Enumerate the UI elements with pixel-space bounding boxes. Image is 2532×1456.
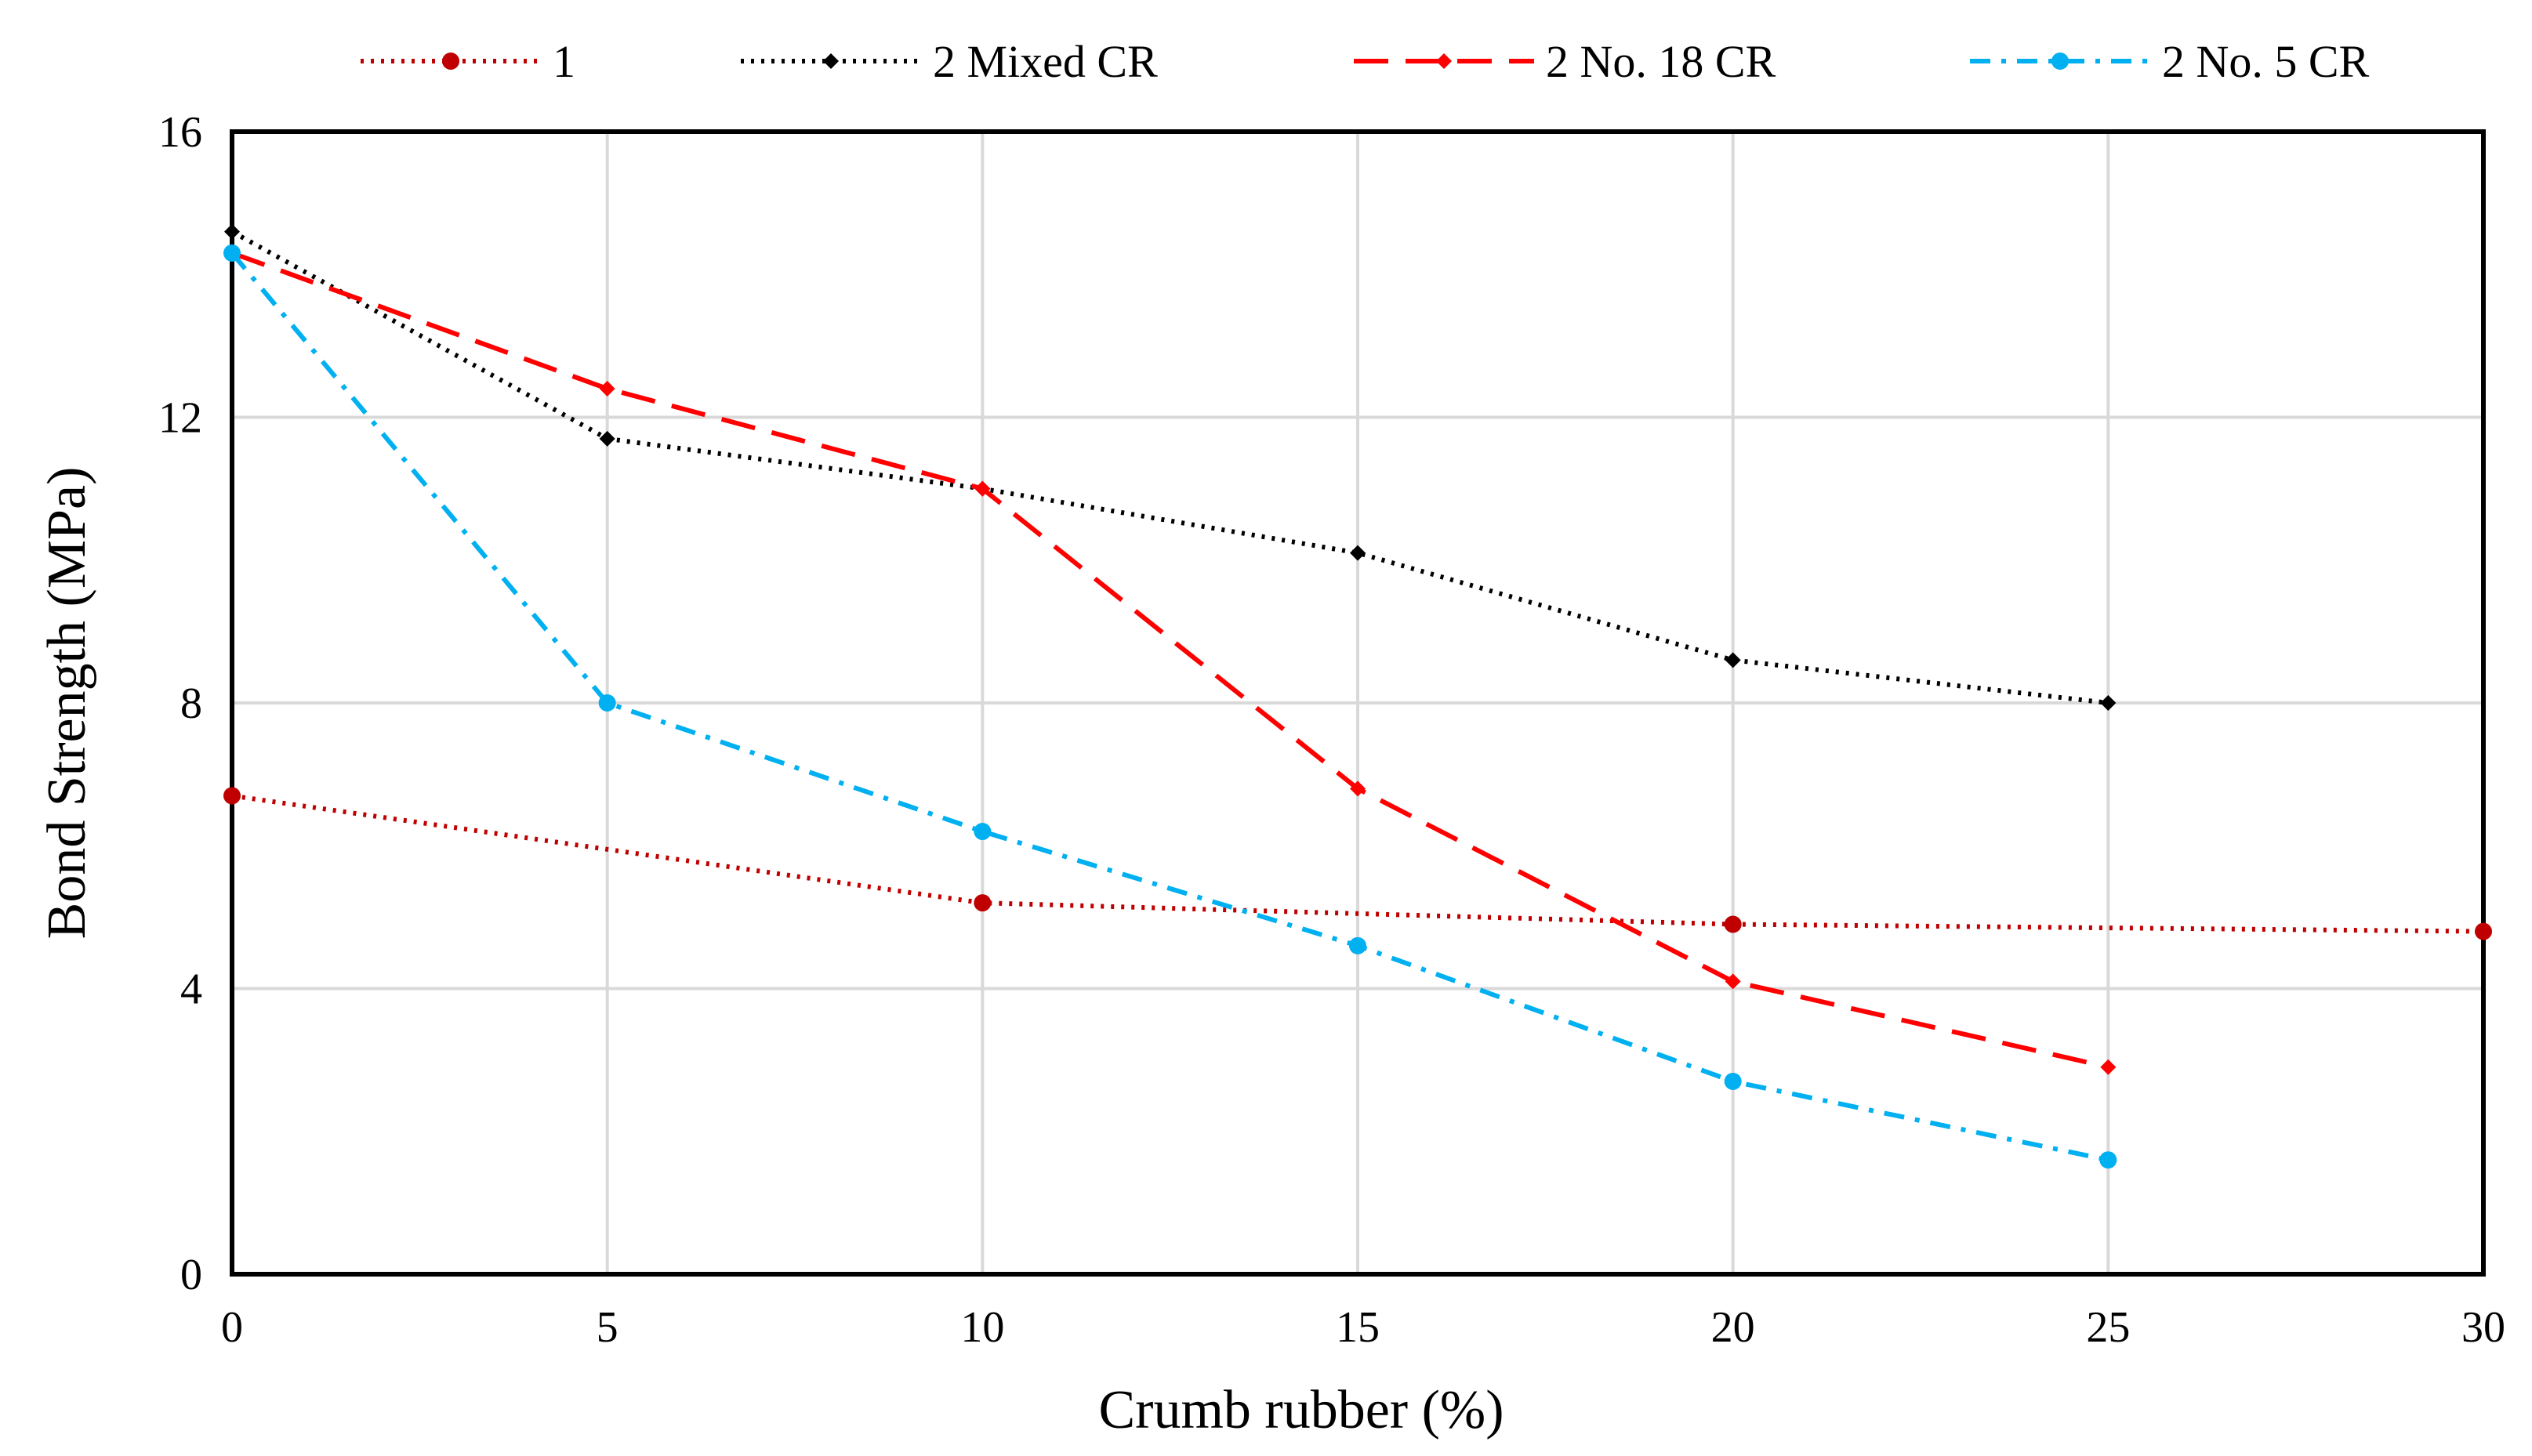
x-tick-label: 30: [2461, 1303, 2505, 1352]
y-tick-label: 8: [180, 679, 202, 728]
legend-entry: 2 No. 5 CR: [1970, 36, 2370, 87]
legend-label: 1: [553, 36, 575, 87]
x-axis-tick-labels: 0 5 10 15 20 25 30: [221, 1303, 2505, 1352]
x-tick-label: 20: [1711, 1303, 1755, 1352]
x-tick-label: 15: [1336, 1303, 1380, 1352]
data-point: [223, 244, 241, 262]
data-point: [974, 823, 992, 841]
data-point: [974, 894, 992, 912]
data-point: [224, 223, 240, 240]
series-layer: [223, 223, 2492, 1169]
y-tick-label: 12: [158, 394, 202, 443]
series-4: [223, 244, 2117, 1169]
y-axis-tick-labels: 0 4 8 12 16: [158, 108, 202, 1299]
series-3: [224, 244, 2117, 1075]
data-point: [223, 787, 241, 805]
data-point: [2100, 1059, 2117, 1075]
data-point: [599, 381, 615, 397]
legend-marker: [1436, 53, 1452, 69]
x-tick-label: 5: [597, 1303, 618, 1352]
series-line: [231, 793, 2484, 934]
data-point: [1725, 652, 1741, 668]
series-line: [230, 251, 2109, 1070]
series-line: [230, 229, 2109, 705]
data-point: [1724, 1072, 1742, 1090]
legend-marker: [442, 53, 459, 70]
legend: 1 2 Mixed CR 2 No. 18 CR 2 No. 5 CR: [361, 36, 2370, 87]
legend-marker: [823, 53, 839, 69]
x-tick-label: 10: [960, 1303, 1004, 1352]
data-point: [2475, 922, 2492, 940]
x-tick-label: 25: [2086, 1303, 2130, 1352]
plot-area-frame: [230, 129, 2486, 1277]
y-axis-title: Bond Strength (MPa): [37, 467, 97, 940]
legend-entry: 1: [361, 36, 575, 87]
data-point: [2100, 695, 2117, 711]
series-2: [224, 223, 2117, 711]
series-1: [223, 787, 2492, 940]
legend-entry: 2 No. 18 CR: [1354, 36, 1776, 87]
y-tick-label: 0: [180, 1251, 202, 1299]
legend-label: 2 Mixed CR: [933, 36, 1158, 87]
legend-marker: [2051, 53, 2069, 70]
data-point: [599, 430, 615, 447]
data-point: [2099, 1151, 2117, 1169]
data-point: [1724, 915, 1742, 933]
y-tick-label: 16: [158, 108, 202, 157]
x-axis-title: Crumb rubber (%): [1098, 1380, 1504, 1440]
data-point: [1725, 973, 1741, 990]
y-tick-label: 4: [180, 965, 202, 1014]
legend-label: 2 No. 5 CR: [2162, 36, 2370, 87]
data-point: [1349, 936, 1366, 954]
data-point: [1350, 545, 1366, 561]
legend-label: 2 No. 18 CR: [1546, 36, 1776, 87]
data-point: [1350, 781, 1366, 797]
data-point: [974, 480, 991, 497]
series-line: [230, 251, 2109, 1163]
x-tick-label: 0: [221, 1303, 243, 1352]
grid: [232, 132, 2483, 1274]
data-point: [598, 694, 616, 712]
legend-entry: 2 Mixed CR: [741, 36, 1158, 87]
